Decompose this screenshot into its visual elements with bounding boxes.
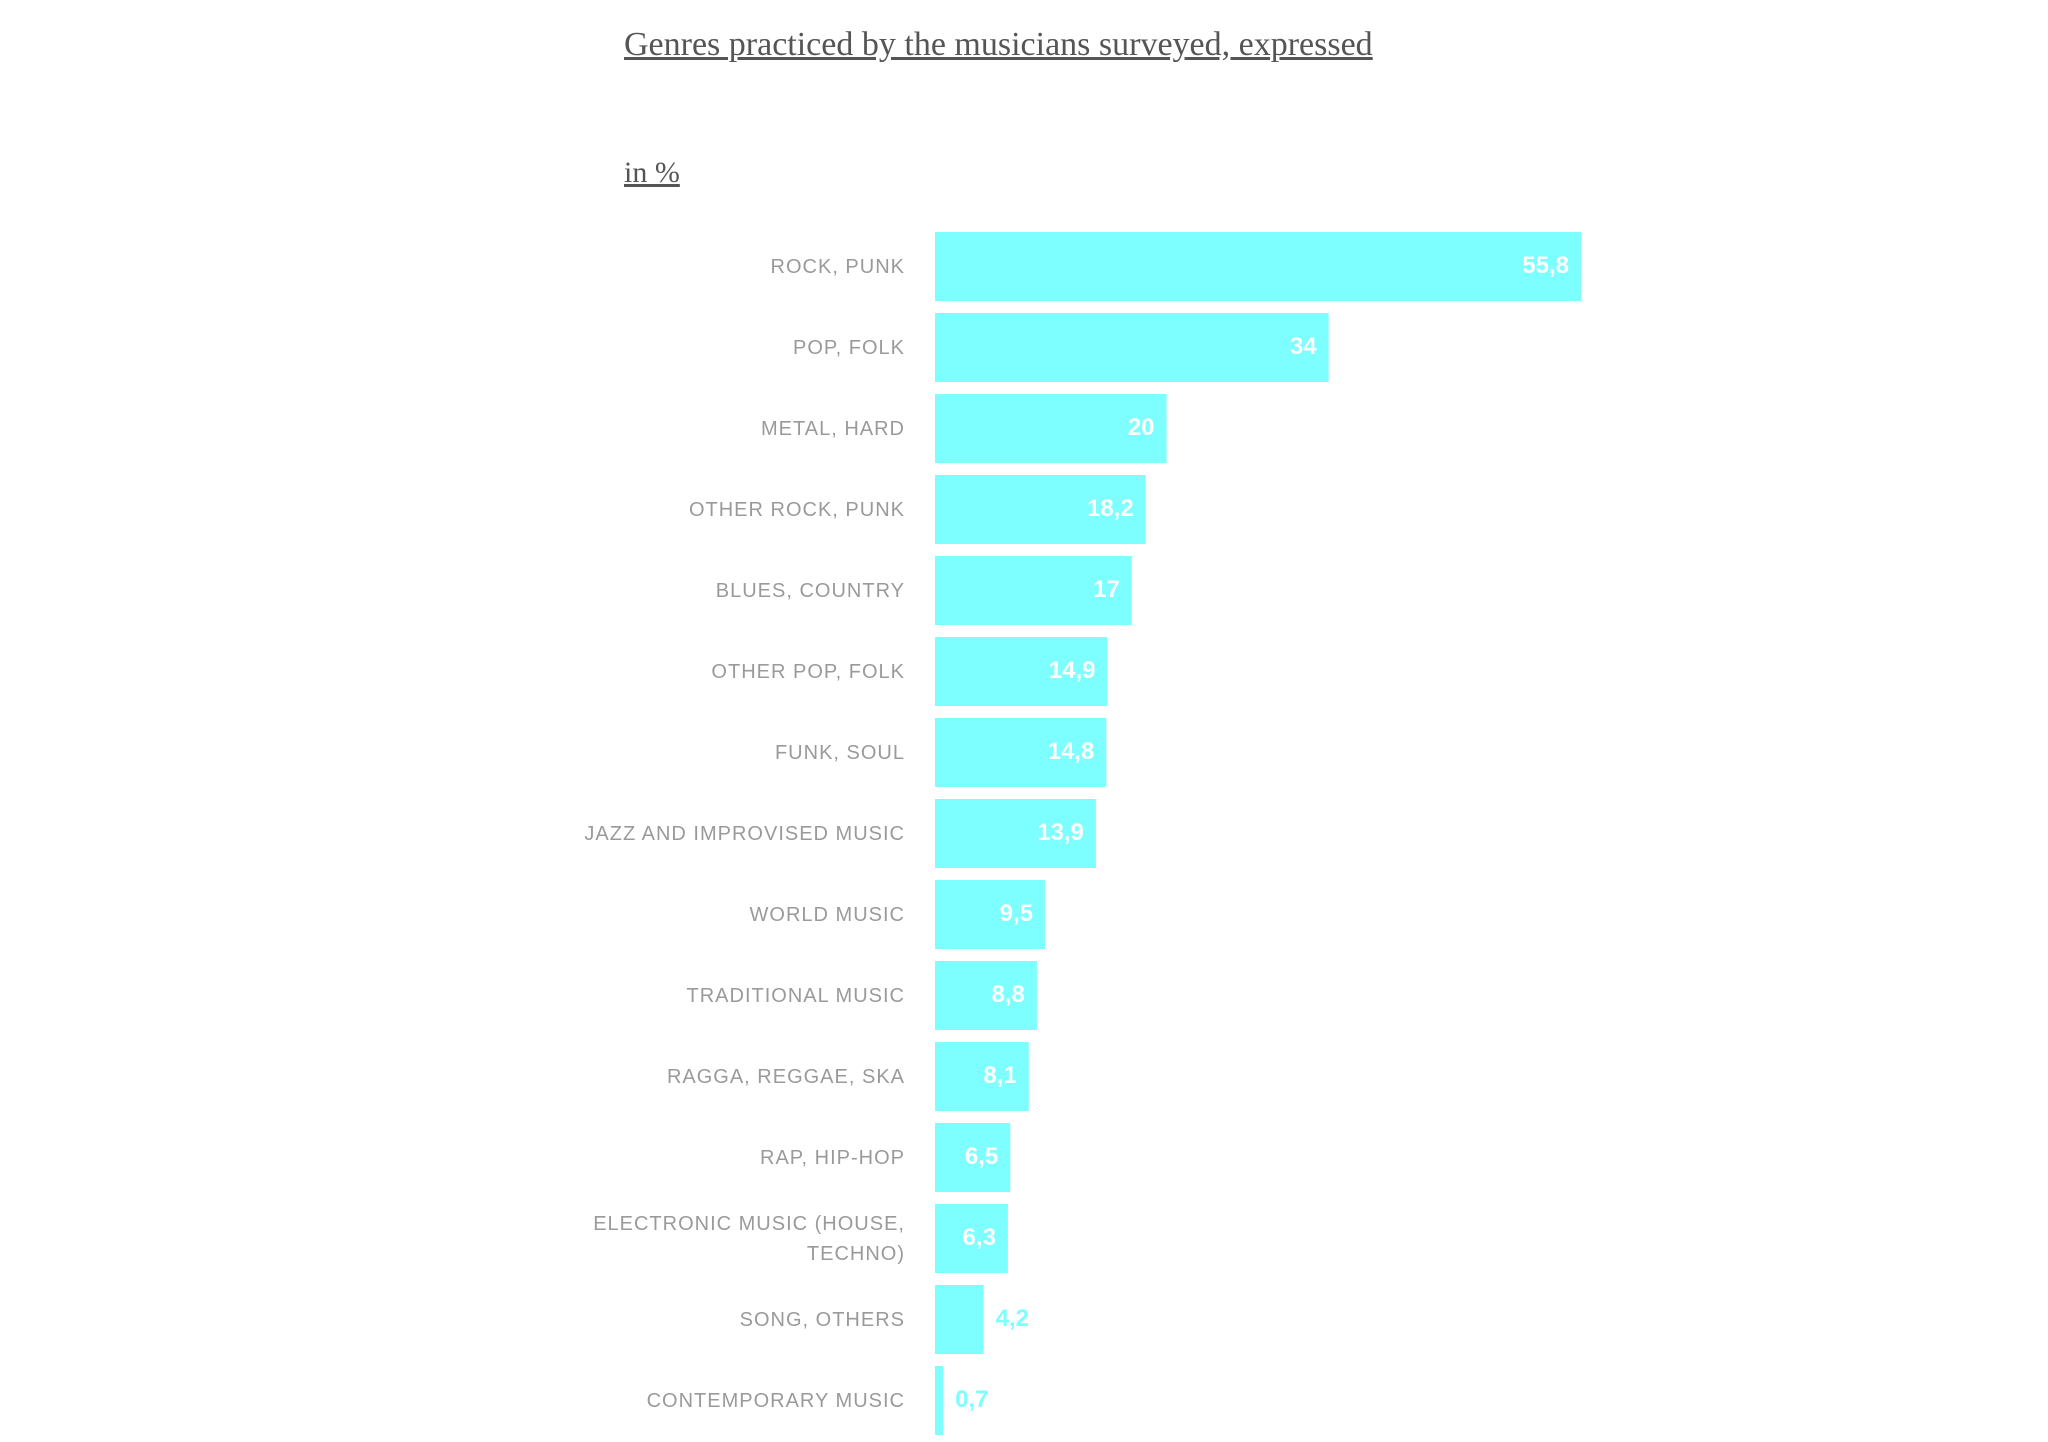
bar	[935, 637, 1108, 706]
bar	[935, 961, 1037, 1030]
value-label: 6,3	[963, 1224, 996, 1251]
bar	[935, 1285, 984, 1354]
category-label: WORLD MUSIC	[749, 903, 905, 926]
bar	[935, 718, 1107, 787]
value-label: 17	[1093, 576, 1120, 603]
value-label: 4,2	[996, 1305, 1029, 1332]
value-label: 13,9	[1037, 819, 1084, 846]
category-label: RAGGA, REGGAE, SKA	[666, 1065, 905, 1088]
value-label: 34	[1290, 333, 1317, 360]
category-label: OTHER ROCK, PUNK	[688, 498, 905, 521]
category-label: METAL, HARD	[761, 417, 905, 440]
category-label: POP, FOLK	[792, 336, 905, 359]
value-label: 8,1	[983, 1062, 1016, 1089]
bar	[935, 880, 1045, 949]
category-label: FUNK, SOUL	[774, 741, 905, 764]
category-label: CONTEMPORARY MUSIC	[646, 1389, 905, 1412]
bar	[935, 475, 1146, 544]
value-label: 0,7	[955, 1386, 988, 1413]
category-label: ROCK, PUNK	[770, 255, 905, 278]
bar	[935, 1366, 944, 1435]
category-label: BLUES, COUNTRY	[715, 579, 905, 602]
category-label: OTHER POP, FOLK	[711, 660, 905, 683]
chart-subtitle: in %	[624, 156, 680, 189]
category-label: ELECTRONIC MUSIC (HOUSE, TECHNO)	[593, 1212, 905, 1265]
value-label: 8,8	[992, 981, 1025, 1008]
value-label: 14,8	[1048, 738, 1095, 765]
bar	[935, 556, 1132, 625]
category-label: JAZZ AND IMPROVISED MUSIC	[584, 822, 905, 845]
bar	[935, 394, 1167, 463]
bar	[935, 1123, 1011, 1192]
bar	[935, 232, 1581, 301]
value-label: 9,5	[1000, 900, 1033, 927]
value-label: 6,5	[965, 1143, 998, 1170]
bar	[935, 799, 1096, 868]
bar	[935, 1042, 1029, 1111]
chart-title: Genres practiced by the musicians survey…	[624, 26, 1373, 63]
bar	[935, 313, 1329, 382]
bar	[935, 1204, 1008, 1273]
value-label: 55,8	[1522, 252, 1569, 279]
value-label: 14,9	[1049, 657, 1096, 684]
category-label: TRADITIONAL MUSIC	[686, 984, 905, 1007]
value-label: 20	[1128, 414, 1155, 441]
category-label: SONG, OTHERS	[739, 1308, 905, 1331]
category-label: RAP, HIP-HOP	[760, 1146, 905, 1169]
value-label: 18,2	[1087, 495, 1134, 522]
